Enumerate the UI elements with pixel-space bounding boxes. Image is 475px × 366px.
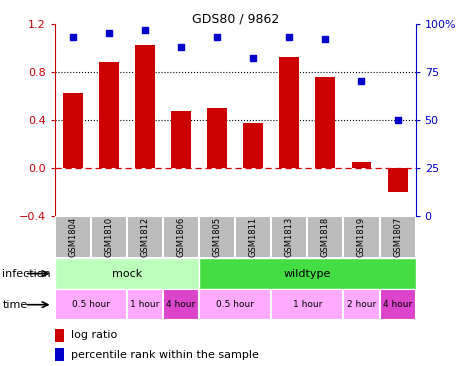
Text: log ratio: log ratio <box>71 330 117 340</box>
Bar <box>315 76 335 168</box>
Point <box>249 55 257 61</box>
Bar <box>307 216 343 258</box>
Point <box>141 27 149 33</box>
Bar <box>55 216 91 258</box>
Bar <box>63 93 83 168</box>
Bar <box>380 289 416 320</box>
Bar <box>199 258 416 289</box>
Text: GSM1810: GSM1810 <box>104 217 113 257</box>
Point <box>322 36 329 42</box>
Point <box>213 34 221 40</box>
Bar <box>163 216 199 258</box>
Point <box>105 30 113 36</box>
Bar <box>199 289 271 320</box>
Bar <box>199 216 235 258</box>
Text: GSM1811: GSM1811 <box>249 217 257 257</box>
Bar <box>388 168 408 192</box>
Text: GSM1818: GSM1818 <box>321 217 330 257</box>
Text: GSM1804: GSM1804 <box>68 217 77 257</box>
Bar <box>163 289 199 320</box>
Text: percentile rank within the sample: percentile rank within the sample <box>71 350 259 360</box>
Bar <box>271 289 343 320</box>
Bar <box>99 62 119 168</box>
Bar <box>171 112 191 168</box>
Text: 1 hour: 1 hour <box>130 300 160 309</box>
Text: 1 hour: 1 hour <box>293 300 322 309</box>
Text: time: time <box>2 300 28 310</box>
Bar <box>243 123 263 168</box>
Text: GSM1806: GSM1806 <box>177 217 185 257</box>
Text: mock: mock <box>112 269 142 279</box>
Point <box>285 34 293 40</box>
Text: 4 hour: 4 hour <box>166 300 196 309</box>
Text: 4 hour: 4 hour <box>383 300 412 309</box>
Bar <box>343 216 380 258</box>
Bar <box>380 216 416 258</box>
Point <box>394 117 401 123</box>
Bar <box>127 216 163 258</box>
Bar <box>91 216 127 258</box>
Point <box>358 78 365 84</box>
Text: GDS80 / 9862: GDS80 / 9862 <box>191 13 279 26</box>
Text: infection: infection <box>2 269 51 279</box>
Bar <box>271 216 307 258</box>
Text: GSM1813: GSM1813 <box>285 217 294 257</box>
Bar <box>55 289 127 320</box>
Bar <box>352 162 371 168</box>
Bar <box>55 258 199 289</box>
Bar <box>207 108 227 168</box>
Text: GSM1805: GSM1805 <box>213 217 221 257</box>
Text: GSM1807: GSM1807 <box>393 217 402 257</box>
Bar <box>55 348 64 361</box>
Text: 0.5 hour: 0.5 hour <box>72 300 110 309</box>
Point <box>69 34 76 40</box>
Bar <box>235 216 271 258</box>
Text: wildtype: wildtype <box>284 269 331 279</box>
Bar <box>55 329 64 341</box>
Bar <box>343 289 380 320</box>
Bar <box>135 45 155 168</box>
Text: 0.5 hour: 0.5 hour <box>216 300 254 309</box>
Text: GSM1812: GSM1812 <box>141 217 149 257</box>
Text: GSM1819: GSM1819 <box>357 217 366 257</box>
Bar <box>127 289 163 320</box>
Bar <box>279 57 299 168</box>
Point <box>177 44 185 50</box>
Text: 2 hour: 2 hour <box>347 300 376 309</box>
